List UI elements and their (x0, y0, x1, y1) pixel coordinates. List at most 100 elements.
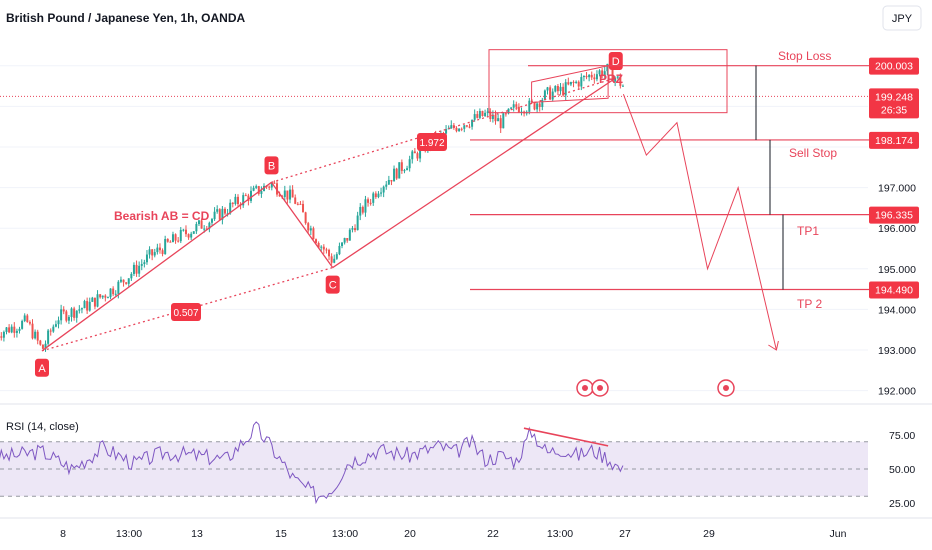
rsi-tick-2: 25.00 (889, 498, 915, 510)
candle-body (372, 193, 375, 203)
candle-body (270, 182, 273, 188)
candle-body (93, 297, 96, 307)
candle-body (536, 103, 539, 110)
candle-body (494, 114, 497, 122)
candle-body (101, 295, 104, 298)
candle-body (478, 111, 481, 118)
candle-body (606, 63, 609, 72)
time-tick-7: 13:00 (547, 528, 573, 540)
grid-layer (0, 65, 932, 519)
candle-body (330, 256, 333, 263)
ratio-line-bd (271, 77, 616, 183)
time-tick-8: 27 (619, 528, 631, 540)
candle-body (463, 125, 466, 129)
stop-loss-label: Stop Loss (778, 49, 831, 63)
candle-body (36, 331, 39, 341)
candle-body (109, 288, 112, 298)
candle-body (249, 190, 252, 201)
ratio-bd-badge (417, 133, 447, 151)
candle-body (140, 264, 143, 266)
candle-body (73, 308, 76, 318)
candle-body (112, 288, 115, 295)
candle-body (507, 108, 510, 114)
candle-body (62, 309, 65, 312)
time-tick-2: 13 (191, 528, 203, 540)
candle-body (184, 229, 187, 235)
level-value-1: 199.248 (875, 91, 913, 103)
time-tick-5: 20 (404, 528, 416, 540)
candle-body (333, 258, 336, 263)
candle-body (387, 180, 390, 185)
candle-body (406, 168, 409, 171)
candle-body (307, 223, 310, 231)
candle-body (91, 297, 94, 302)
candle-body (380, 192, 383, 194)
time-tick-9: 29 (703, 528, 715, 540)
candle-body (151, 249, 154, 256)
candle-body (156, 247, 159, 253)
candle-body (41, 344, 44, 349)
candle-body (551, 91, 554, 100)
level-badge-0 (869, 57, 919, 75)
time-tick-6: 22 (487, 528, 499, 540)
candle-body (117, 281, 120, 294)
candle-body (210, 219, 213, 223)
candle-body (502, 113, 505, 129)
candle-body (567, 82, 570, 85)
candle-body (564, 82, 567, 96)
candle-body (236, 196, 239, 205)
rsi-tick-0: 75.00 (889, 430, 915, 442)
candle-body (18, 328, 21, 331)
candle-body (575, 81, 578, 84)
candle-body (460, 128, 463, 130)
candle-body (562, 86, 565, 96)
candle-body (476, 114, 479, 118)
candle-body (130, 273, 133, 279)
candle-body (174, 234, 177, 241)
candle-body (484, 112, 487, 117)
candle-body (187, 234, 190, 238)
candle-body (390, 180, 393, 182)
event-dot-0 (582, 385, 588, 391)
candle-body (60, 309, 63, 321)
candle-body (26, 315, 29, 323)
point-d-label: D (612, 56, 620, 68)
currency-button[interactable]: JPY (882, 5, 922, 31)
prz-box (488, 49, 728, 114)
candle-body (67, 316, 70, 321)
candle-body (585, 75, 588, 78)
time-tick-4: 13:00 (332, 528, 358, 540)
candle-body (458, 128, 461, 132)
time-tick-10: Jun (830, 528, 847, 540)
candle-body (179, 229, 182, 242)
projection-path (622, 94, 777, 351)
candle-body (408, 159, 411, 169)
point-c-badge (325, 275, 340, 294)
candle-body (554, 86, 557, 92)
price-tick-2: 194.000 (878, 304, 916, 316)
candle-body (354, 228, 357, 231)
wedge (531, 65, 609, 103)
candle-body (419, 147, 422, 159)
candle-body (361, 206, 364, 213)
candle-body (13, 326, 16, 333)
candle-body (153, 252, 156, 256)
candle-body (21, 320, 24, 329)
pattern-name: Bearish AB = CD (114, 209, 210, 223)
candle-body (341, 242, 344, 246)
candle-body (468, 126, 471, 128)
candle-body (244, 195, 247, 197)
candle-body (543, 90, 546, 100)
candle-body (486, 111, 489, 113)
candle-body (213, 211, 216, 220)
candle-body (411, 151, 414, 160)
ratio-bd: 1.972 (419, 138, 444, 149)
rsi-divergence-line (523, 427, 609, 447)
candle-body (44, 343, 47, 349)
ratio-ac: 0.507 (173, 308, 198, 319)
candle-body (177, 240, 180, 242)
candle-body (598, 70, 601, 75)
candle-body (395, 168, 398, 179)
price-tick-5: 197.000 (878, 183, 916, 195)
